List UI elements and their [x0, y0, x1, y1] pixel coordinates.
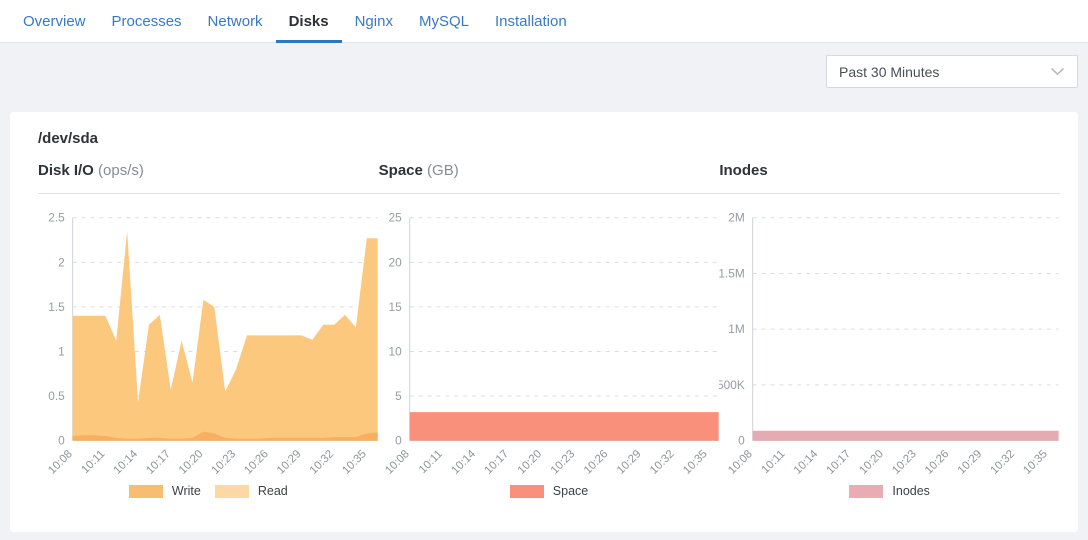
x-tick-label: 10:35 [681, 448, 710, 477]
legend-item-read: Read [214, 484, 288, 499]
x-tick-label: 10:20 [177, 448, 206, 477]
x-tick-label: 10:32 [989, 448, 1018, 477]
chevron-down-icon [1050, 67, 1065, 76]
chart-unit-disk-io: (ops/s) [98, 162, 144, 179]
x-tick-label: 10:35 [1022, 448, 1051, 477]
x-tick-label: 10:08 [383, 448, 412, 477]
legend-label: Inodes [892, 484, 930, 499]
x-tick-label: 10:11 [79, 448, 107, 476]
time-range-value: Past 30 Minutes [839, 63, 940, 80]
y-tick-label: 1.5M [719, 266, 745, 280]
toolbar: Past 30 Minutes [0, 43, 1088, 88]
x-tick-label: 10:32 [648, 448, 677, 477]
space-chart-column: 0 5 10 15 20 25 10:08 10:11 10:14 10:17 10:20 10:23… [379, 194, 720, 498]
x-tick-label: 10:14 [112, 448, 141, 477]
read-area [72, 231, 378, 441]
x-tick-label: 10:23 [548, 448, 577, 477]
x-tick-label: 10:11 [760, 448, 788, 476]
y-tick-label: 1.5 [48, 300, 65, 314]
tab-installation[interactable]: Installation [494, 12, 567, 30]
legend-item-inodes: Inodes [849, 484, 930, 498]
tab-mysql[interactable]: MySQL [418, 12, 469, 30]
legend-item-space: Space [509, 484, 589, 499]
device-panel: /dev/sda Disk I/O (ops/s) Space (GB) Ino… [10, 112, 1078, 532]
x-tick-label: 10:11 [417, 448, 445, 476]
write-swatch [128, 484, 163, 498]
chart-title-inodes: Inodes [719, 162, 768, 179]
inodes-chart: 0 500K 1M 1.5M 2M 10:08 10:11 10:14 10:17 10:20 10… [719, 194, 1060, 484]
x-tick-label: 10:20 [858, 448, 887, 477]
x-tick-label: 10:17 [825, 448, 854, 477]
x-tick-label: 10:26 [582, 448, 611, 477]
legend-label: Write [171, 484, 201, 499]
x-tick-label: 10:17 [482, 448, 511, 477]
y-tick-label: 15 [388, 300, 402, 314]
x-tick-label: 10:35 [340, 448, 369, 477]
y-tick-label: 500K [719, 378, 745, 392]
x-tick-label: 10:20 [515, 448, 544, 477]
tab-processes[interactable]: Processes [111, 12, 182, 30]
disk-io-chart-column: 0 0.5 1 1.5 2 2.5 10:08 10:11 10:14 10:17 10:20 10:… [38, 194, 379, 498]
inodes-area [753, 430, 1060, 441]
time-range-select[interactable]: Past 30 Minutes [826, 55, 1078, 88]
chart-headers-row: Disk I/O (ops/s) Space (GB) Inodes [38, 162, 1060, 194]
device-title: /dev/sda [38, 130, 99, 147]
space-swatch [509, 484, 544, 498]
y-tick-label: 2 [58, 255, 65, 269]
charts-row: 0 0.5 1 1.5 2 2.5 10:08 10:11 10:14 10:17 10:20 10:… [38, 194, 1060, 498]
x-tick-label: 10:14 [792, 448, 821, 477]
legend-label: Read [257, 484, 288, 499]
inodes-swatch [849, 484, 884, 498]
space-legend: Space [379, 484, 720, 498]
x-tick-label: 10:29 [956, 448, 985, 477]
x-tick-label: 10:26 [242, 448, 271, 477]
disk-io-chart: 0 0.5 1 1.5 2 2.5 10:08 10:11 10:14 10:17 10:20 10:… [38, 194, 379, 484]
y-tick-label: 2M [729, 211, 746, 225]
x-tick-label: 10:08 [727, 448, 756, 477]
tabbar: Overview Processes Network Disks Nginx M… [0, 0, 1088, 43]
chart-title-disk-io: Disk I/O (ops/s) [38, 162, 144, 179]
y-tick-label: 0 [738, 434, 745, 448]
space-chart: 0 5 10 15 20 25 10:08 10:11 10:14 10:17 10:20 10:23… [379, 194, 720, 484]
y-tick-label: 20 [388, 255, 402, 269]
x-tick-label: 10:29 [275, 448, 304, 477]
y-tick-label: 0 [395, 434, 402, 448]
x-tick-label: 10:26 [923, 448, 952, 477]
y-tick-label: 0.5 [48, 389, 65, 403]
tab-nginx[interactable]: Nginx [354, 12, 393, 30]
x-tick-label: 10:23 [890, 448, 919, 477]
read-swatch [214, 484, 249, 498]
tab-disks[interactable]: Disks [275, 0, 342, 43]
chart-title-space: Space (GB) [378, 162, 459, 179]
write-area [72, 431, 378, 441]
y-tick-label: 1 [58, 344, 65, 358]
y-tick-label: 1M [729, 322, 746, 336]
x-tick-label: 10:23 [210, 448, 239, 477]
y-tick-label: 10 [388, 344, 402, 358]
inodes-chart-column: 0 500K 1M 1.5M 2M 10:08 10:11 10:14 10:17 10:20 10… [719, 194, 1060, 498]
chart-canvas: 0 5 10 15 20 25 10:08 10:11 10:14 10:17 10:20 10:23… [383, 211, 719, 477]
tab-overview[interactable]: Overview [23, 12, 86, 30]
y-tick-label: 25 [388, 211, 402, 225]
x-tick-label: 10:14 [449, 448, 478, 477]
space-area [409, 412, 719, 441]
chart-unit-space: (GB) [427, 162, 459, 179]
x-tick-label: 10:08 [46, 448, 75, 477]
inodes-legend: Inodes [719, 484, 1060, 498]
y-tick-label: 2.5 [48, 211, 65, 225]
x-tick-label: 10:29 [615, 448, 644, 477]
y-tick-label: 5 [395, 389, 402, 403]
disk-io-legend: Write Read [38, 484, 379, 498]
tab-network[interactable]: Network [207, 12, 263, 30]
chart-canvas: 00.511.522.510:08 10:11 10:14 10:17 10:20 10:… [46, 211, 378, 477]
legend-item-write: Write [128, 484, 201, 499]
y-tick-label: 0 [58, 434, 65, 448]
legend-label: Space [552, 484, 589, 499]
x-tick-label: 10:17 [144, 448, 173, 477]
x-tick-label: 10:32 [308, 448, 337, 477]
